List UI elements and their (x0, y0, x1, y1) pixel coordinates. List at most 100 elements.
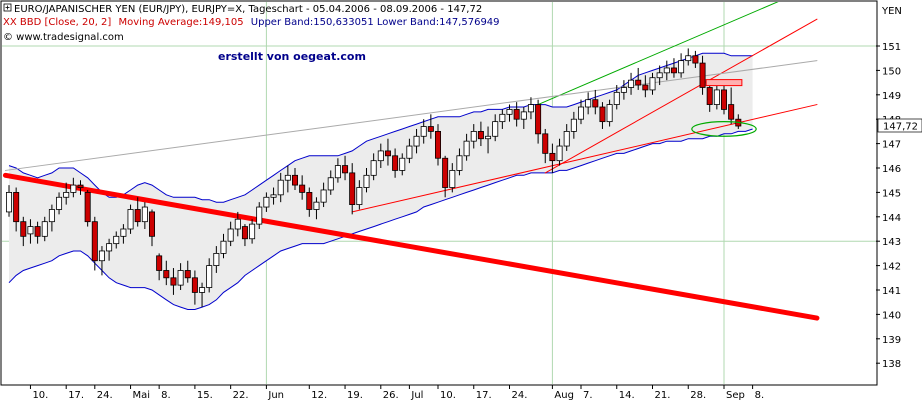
candle-down (706, 87, 713, 105)
candle-up (249, 223, 256, 240)
lower-band-line (8, 128, 753, 310)
y-tick-label: 149 (882, 91, 901, 102)
candle-down (191, 277, 198, 293)
candle-down (342, 165, 349, 174)
candle-up (492, 121, 499, 137)
y-tick-label: 143 (882, 237, 901, 248)
candle-down (77, 184, 84, 188)
candle-down (513, 109, 520, 120)
x-tick-label: 8. (161, 390, 171, 401)
candle-up (327, 177, 334, 191)
x-tick-label: 10. (32, 390, 48, 401)
candle-up (27, 226, 34, 235)
candle-down (241, 226, 248, 240)
candle-down (642, 84, 649, 91)
candle-up (41, 221, 48, 237)
candle-up (356, 187, 363, 206)
indicator-legend: XX BBD [Close, 20, 2] Moving Average:149… (3, 17, 500, 28)
candle-up (520, 111, 527, 120)
candle-up (127, 209, 134, 230)
candle-down (184, 270, 191, 279)
candle-down (434, 130, 441, 159)
x-tick-label: Aug (554, 390, 574, 401)
candle-up (456, 155, 463, 171)
candle-up (284, 174, 291, 181)
moving-average-value: Moving Average:149,105 (119, 17, 244, 28)
candle-up (463, 140, 470, 157)
candle-up (263, 196, 270, 208)
candle-up (420, 126, 427, 137)
candle-up (177, 270, 184, 286)
candle-down (592, 99, 599, 108)
candle-up (256, 206, 263, 225)
y-tick-label: 140 (882, 310, 901, 321)
candle-up (141, 206, 148, 223)
candle-up (334, 165, 341, 179)
candle-down (392, 155, 399, 171)
candle-up (663, 67, 670, 74)
gray-resistance-line (4, 60, 818, 171)
candle-down (535, 104, 542, 135)
x-tick-label: 19. (347, 390, 363, 401)
candle-up (578, 106, 585, 120)
x-tick-label: 24. (97, 390, 113, 401)
annotations (691, 79, 757, 137)
support-ellipse (691, 121, 757, 137)
x-tick-label: Jul (410, 390, 423, 401)
candle-up (363, 174, 370, 188)
x-tick-label: 15. (197, 390, 213, 401)
chart-title: EURO/JAPANISCHER YEN (EUR/JPY), EURJPY=X… (14, 4, 482, 15)
candle-up (227, 228, 234, 242)
candle-down (163, 270, 170, 279)
currency-label: YEN (881, 6, 902, 17)
candle-down (384, 150, 391, 157)
candle-up (120, 228, 127, 237)
candle-down (306, 191, 313, 210)
candle-up (606, 104, 613, 123)
candle-down (549, 152, 556, 162)
candle-up (413, 135, 420, 147)
candle-up (48, 209, 55, 223)
candle-down (134, 209, 141, 223)
y-tick-label: 139 (882, 335, 901, 346)
y-tick-label: 142 (882, 262, 901, 273)
y-tick-label: 146 (882, 164, 901, 175)
candle-down (148, 211, 155, 237)
x-tick-label: 24. (512, 390, 528, 401)
x-tick-label: 10. (440, 390, 456, 401)
y-tick-label: 151 (882, 42, 901, 53)
candle-down (84, 191, 91, 223)
steep-uptrend-line (544, 18, 818, 174)
candle-up (56, 196, 63, 210)
candle-up (270, 194, 277, 198)
trendlines (2, 2, 820, 321)
candle-up (485, 135, 492, 140)
thick-downtrend-line (2, 172, 820, 321)
candle-down (427, 126, 434, 132)
x-tick-label: 17. (68, 390, 84, 401)
x-tick-label: 12. (311, 390, 327, 401)
candle-up (370, 160, 377, 176)
band-fill (9, 53, 753, 310)
candles (6, 48, 742, 308)
candle-up (213, 252, 220, 266)
y-tick-label: 147 (882, 140, 901, 151)
candle-up (313, 201, 320, 210)
x-tick-label: Mai (133, 390, 151, 401)
candle-up (377, 150, 384, 162)
candle-up (199, 287, 206, 293)
x-tick-label: 8. (755, 390, 765, 401)
y-tick-label: 150 (882, 66, 901, 77)
y-tick-label: 138 (882, 359, 901, 370)
candle-down (721, 89, 728, 110)
candle-down (20, 221, 27, 237)
candle-up (585, 99, 592, 108)
y-tick-label: 145 (882, 188, 901, 199)
candle-down (699, 62, 706, 88)
candle-down (170, 277, 177, 286)
candle-up (678, 60, 685, 74)
candle-up (70, 184, 77, 193)
candle-up (234, 218, 241, 230)
x-axis: 10. 17. 24. Mai 8. 15. 22. Jun 12. 19. 26. Jul 10. 17… (1, 384, 877, 401)
